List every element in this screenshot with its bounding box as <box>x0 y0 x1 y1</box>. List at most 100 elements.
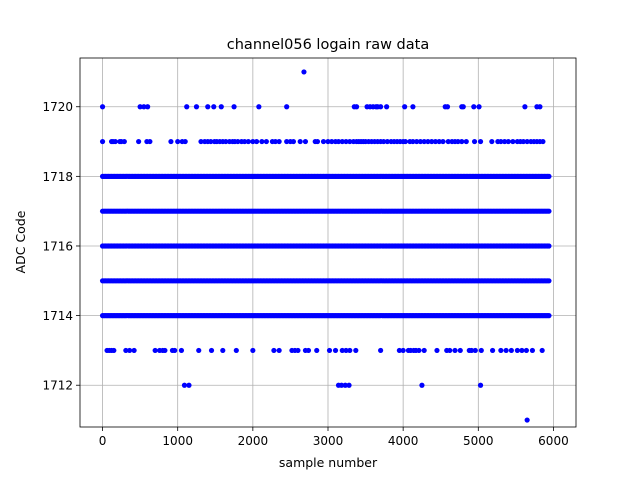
data-point <box>419 382 425 388</box>
data-point <box>416 347 422 354</box>
data-point <box>457 347 463 354</box>
data-point <box>339 347 345 354</box>
data-point <box>152 347 158 354</box>
data-point <box>342 382 348 388</box>
data-point <box>343 347 349 354</box>
data-point <box>250 138 256 145</box>
data-point <box>335 138 342 145</box>
x-tick-label: 6000 <box>538 434 569 448</box>
data-point <box>297 138 303 145</box>
data-point <box>259 138 265 145</box>
data-point <box>522 104 528 110</box>
data-point <box>540 138 546 145</box>
data-point <box>410 104 416 110</box>
data-point <box>510 138 516 145</box>
data-point <box>147 138 153 145</box>
data-point <box>99 138 106 145</box>
data-point <box>233 347 239 354</box>
data-point <box>220 347 226 354</box>
data-point <box>384 104 390 110</box>
data-point <box>343 138 349 145</box>
data-point <box>332 347 339 354</box>
data-point <box>477 138 484 145</box>
data-point <box>326 347 333 354</box>
data-point <box>460 104 466 110</box>
data-point <box>271 347 277 354</box>
data-point <box>477 382 484 388</box>
data-point <box>520 138 526 145</box>
data-point <box>529 347 536 354</box>
data-point <box>256 104 262 110</box>
y-tick-label: 1716 <box>42 239 73 253</box>
data-point <box>235 138 241 145</box>
x-tick-label: 3000 <box>313 434 344 448</box>
data-point <box>231 104 237 110</box>
data-point <box>396 347 402 354</box>
data-point <box>417 138 424 145</box>
data-point <box>254 138 260 145</box>
data-point <box>136 138 142 145</box>
data-point <box>476 104 482 110</box>
data-point <box>353 104 360 110</box>
x-axis-label: sample number <box>279 455 378 470</box>
data-point <box>302 138 309 145</box>
data-point <box>123 347 129 354</box>
data-point <box>384 138 390 145</box>
ticks: 0 1000 2000 3000 4000 5000 6000 1712 1714 1716 171… <box>42 100 568 448</box>
data-point <box>353 347 359 354</box>
data-point <box>314 347 320 354</box>
data-point <box>455 138 461 145</box>
data-point <box>436 138 442 145</box>
data-point <box>272 138 278 145</box>
data-point <box>218 104 224 110</box>
data-point <box>305 347 312 354</box>
data-point <box>514 347 520 354</box>
data-point <box>112 138 118 145</box>
data-point <box>434 347 440 354</box>
data-point <box>440 138 446 145</box>
data-point <box>175 138 181 145</box>
data-point <box>295 347 301 354</box>
data-point <box>489 347 496 354</box>
data-point <box>524 417 530 423</box>
data-point <box>523 347 530 354</box>
data-point <box>314 138 321 145</box>
data-point <box>539 347 545 354</box>
data-point <box>425 138 431 145</box>
data-point <box>546 313 552 319</box>
data-point <box>178 347 185 354</box>
data-point <box>301 69 307 75</box>
data-point <box>471 104 477 110</box>
data-point <box>111 347 117 354</box>
data-point <box>498 347 504 354</box>
data-point <box>505 138 511 145</box>
data-point <box>186 382 192 388</box>
data-point <box>429 138 435 145</box>
y-tick-label: 1720 <box>42 100 73 114</box>
data-point <box>325 138 331 145</box>
data-point <box>284 104 290 110</box>
data-point <box>131 347 137 354</box>
data-point <box>445 138 451 145</box>
data-point <box>338 382 345 388</box>
y-tick-label: 1718 <box>42 170 73 184</box>
data-point <box>508 347 514 354</box>
data-point <box>400 347 406 354</box>
data-point <box>378 347 384 354</box>
data-point <box>181 382 188 388</box>
data-point <box>524 138 530 145</box>
data-point <box>444 104 451 110</box>
data-point <box>250 347 256 354</box>
data-point <box>432 138 439 145</box>
data-point <box>121 138 127 145</box>
data-point <box>546 278 552 284</box>
data-point <box>241 138 248 145</box>
data-point <box>421 347 427 354</box>
data-point <box>410 138 416 145</box>
data-point <box>193 104 200 110</box>
x-tick-label: 1000 <box>162 434 193 448</box>
data-point <box>182 138 188 145</box>
data-point <box>284 138 290 145</box>
data-point <box>263 138 269 145</box>
